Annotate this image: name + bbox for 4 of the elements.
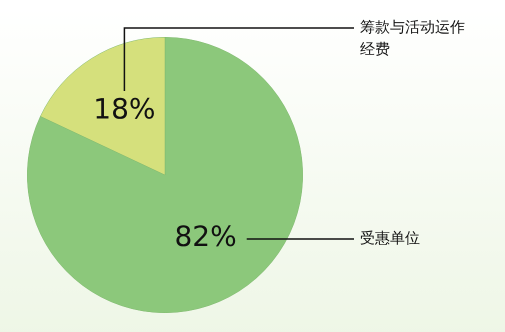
- slice-label: 筹款与活动运作经费: [360, 18, 465, 58]
- slice-label: 受惠单位: [360, 228, 420, 247]
- data-label: 18%: [93, 92, 156, 126]
- data-label: 82%: [174, 220, 237, 254]
